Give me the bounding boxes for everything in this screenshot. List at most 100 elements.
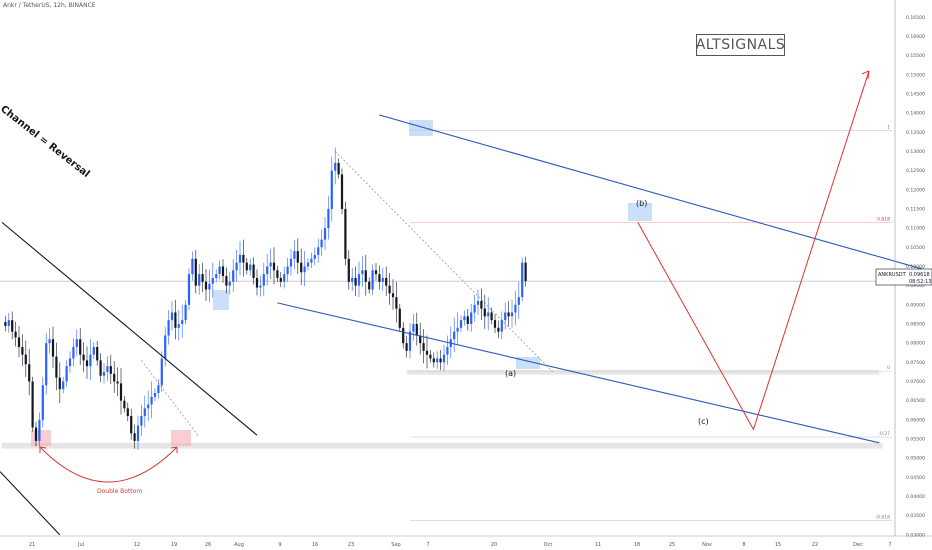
chart-marks	[31, 120, 652, 446]
candle-body-27	[92, 346, 95, 355]
y-tick-8: 0.12500	[906, 168, 925, 174]
candle-body-70	[238, 254, 242, 263]
upper-channel	[379, 114, 927, 271]
candle-body-22	[75, 339, 78, 347]
candle-body-123	[419, 335, 422, 344]
candle-body-121	[412, 323, 415, 332]
candle-body-74	[252, 264, 255, 278]
double-bottom-right-box	[171, 430, 191, 446]
x-tick-18: 15	[775, 542, 781, 548]
support-zone-0	[2, 442, 883, 449]
candle-body-134	[456, 327, 459, 332]
candle-body-86	[293, 251, 296, 259]
fib-label-2: 0	[887, 365, 890, 371]
candle-body-3	[11, 320, 14, 332]
x-tick-12: Oct	[544, 542, 553, 548]
x-tick-21: 7	[888, 542, 891, 548]
candle-body-106	[361, 270, 364, 275]
candles	[4, 147, 527, 450]
support-zone-1	[406, 369, 880, 375]
wave-c-label: (c)	[698, 417, 709, 426]
y-tick-11: 0.11000	[906, 226, 925, 232]
candle-body-80	[272, 262, 276, 271]
candle-body-5	[17, 337, 21, 347]
candle-body-113	[385, 277, 388, 286]
candle-body-21	[72, 346, 75, 359]
x-tick-13: 11	[595, 542, 601, 548]
candle-body-115	[391, 293, 395, 298]
candle-body-67	[228, 281, 231, 286]
candle-body-32	[109, 366, 112, 374]
candle-body-45	[153, 392, 157, 397]
candle-body-125	[425, 350, 429, 355]
candle-body-110	[374, 270, 378, 275]
y-tick-21: 0.06000	[906, 417, 925, 423]
y-tick-18: 0.07500	[906, 360, 925, 366]
candle-body-119	[405, 343, 408, 351]
y-tick-20: 0.06500	[906, 398, 925, 404]
y-tick-22: 0.05500	[906, 436, 925, 442]
downtrend-line	[1, 221, 258, 436]
candle-body-128	[436, 358, 439, 363]
price-axis[interactable]: 0.16500 0.16000 0.15500 0.15000 0.14500 0.140…	[906, 15, 925, 539]
candle-body-78	[266, 266, 269, 275]
x-tick-8: 23	[348, 542, 354, 548]
candle-body-94	[320, 239, 323, 248]
y-tick-6: 0.13500	[906, 130, 925, 136]
symbol-title: Ankr / TetherUS, 12h, BINANCE	[3, 2, 96, 9]
candle-body-82	[279, 277, 282, 282]
y-tick-24: 0.04500	[906, 475, 925, 481]
candle-body-30	[102, 371, 106, 376]
candle-body-64	[218, 266, 221, 275]
channel-label: Channel = Reversal	[0, 104, 91, 180]
x-tick-0: 21	[29, 542, 35, 548]
candle-body-18	[62, 381, 65, 390]
candle-body-55	[187, 274, 191, 305]
candle-body-85	[289, 258, 293, 267]
fib-levels: 1 0.618 0 -0.27 -0.618	[0, 124, 892, 521]
candle-body-66	[225, 276, 228, 286]
candle-body-88	[300, 262, 303, 273]
fib-label-4: -0.618	[875, 515, 890, 521]
candle-body-44	[150, 396, 153, 405]
lower-black-line	[0, 471, 61, 536]
x-tick-1: Jul	[77, 542, 84, 548]
fib-label-3: -0.27	[878, 431, 890, 437]
candle-body-15	[51, 339, 55, 357]
y-tick-14: 0.09500	[906, 283, 925, 289]
candle-body-108	[368, 281, 371, 290]
candle-body-12	[41, 385, 44, 420]
y-tick-19: 0.07000	[906, 379, 925, 385]
brand-logo: ALTSIGNALS	[696, 34, 785, 56]
candle-body-99	[337, 162, 340, 175]
candle-body-16	[55, 356, 58, 378]
y-tick-10: 0.11500	[906, 206, 925, 212]
x-tick-2: 12	[134, 542, 140, 548]
candle-body-75	[255, 277, 259, 288]
candle-body-17	[58, 377, 61, 390]
candle-body-24	[82, 354, 85, 361]
y-tick-16: 0.08500	[906, 321, 925, 327]
candle-body-65	[221, 266, 225, 277]
candle-body-2	[7, 320, 10, 326]
candle-body-140	[476, 300, 480, 305]
candle-body-150	[510, 312, 514, 317]
x-tick-10: 7	[426, 542, 429, 548]
candle-body-89	[303, 266, 306, 273]
candle-body-95	[323, 228, 327, 240]
arc-arrowhead-right	[170, 446, 178, 453]
candle-body-81	[276, 270, 279, 278]
candle-body-50	[170, 312, 174, 321]
candle-body-1	[4, 322, 7, 326]
trend-lines	[0, 70, 927, 536]
candle-body-98	[334, 162, 337, 171]
fib-label-0: 1	[887, 124, 890, 130]
candle-body-36	[123, 400, 126, 409]
breakout-box	[213, 290, 229, 310]
double-bottom-left-box	[31, 430, 51, 446]
time-axis[interactable]: 21 Jul 12 19 26 Aug 9 16 23 Sep 7 20 Oct 11 18 25 Nov 8 15…	[29, 542, 892, 548]
y-tick-23: 0.05000	[906, 456, 925, 462]
wave-b-label: (b)	[636, 199, 647, 208]
candle-body-151	[514, 304, 517, 313]
